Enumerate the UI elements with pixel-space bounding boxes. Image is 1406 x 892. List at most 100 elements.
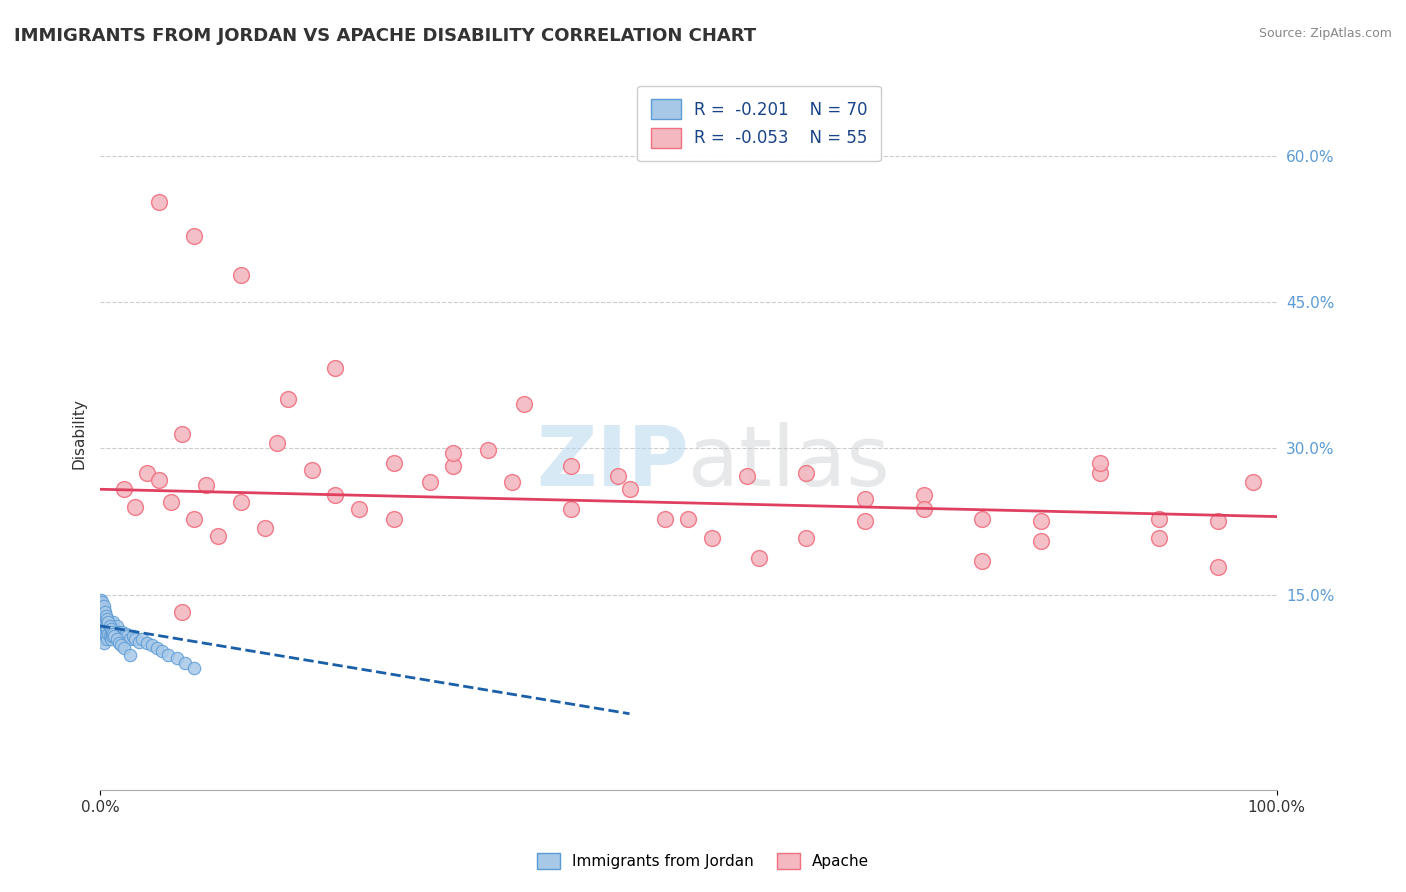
Point bbox=[794, 531, 817, 545]
Point bbox=[159, 495, 181, 509]
Point bbox=[94, 609, 117, 624]
Point bbox=[183, 228, 205, 243]
Point bbox=[97, 615, 120, 629]
Point bbox=[972, 511, 994, 525]
Point bbox=[912, 501, 935, 516]
Point bbox=[1088, 466, 1111, 480]
Point bbox=[108, 636, 131, 650]
Point bbox=[128, 634, 150, 648]
Point bbox=[301, 463, 323, 477]
Point bbox=[100, 632, 122, 646]
Point bbox=[115, 626, 138, 640]
Point bbox=[103, 629, 125, 643]
Point bbox=[105, 619, 128, 633]
Point bbox=[972, 553, 994, 567]
Point bbox=[266, 436, 288, 450]
Point bbox=[1206, 515, 1229, 529]
Point bbox=[112, 629, 135, 643]
Point bbox=[96, 632, 118, 646]
Point bbox=[91, 602, 114, 616]
Point bbox=[152, 644, 174, 658]
Point bbox=[1088, 456, 1111, 470]
Point bbox=[172, 605, 194, 619]
Point bbox=[145, 641, 167, 656]
Point bbox=[98, 629, 121, 643]
Point bbox=[110, 639, 132, 653]
Point bbox=[325, 488, 347, 502]
Point bbox=[91, 599, 114, 614]
Point bbox=[654, 511, 676, 525]
Point bbox=[1241, 475, 1264, 490]
Point bbox=[91, 595, 114, 609]
Point bbox=[98, 619, 121, 633]
Point bbox=[90, 626, 112, 640]
Point bbox=[1147, 511, 1170, 525]
Point bbox=[93, 599, 115, 614]
Point bbox=[94, 605, 117, 619]
Point bbox=[101, 624, 124, 639]
Point bbox=[382, 511, 405, 525]
Point bbox=[325, 361, 347, 376]
Point bbox=[114, 632, 136, 646]
Point bbox=[148, 195, 170, 210]
Point bbox=[94, 616, 117, 631]
Point bbox=[94, 626, 117, 640]
Point bbox=[118, 648, 141, 662]
Point bbox=[912, 488, 935, 502]
Point bbox=[96, 622, 118, 636]
Point bbox=[105, 632, 128, 646]
Point bbox=[101, 619, 124, 633]
Point bbox=[141, 639, 163, 653]
Point bbox=[136, 636, 159, 650]
Point bbox=[441, 446, 464, 460]
Point bbox=[111, 624, 134, 639]
Point bbox=[112, 483, 135, 497]
Point bbox=[172, 426, 194, 441]
Point bbox=[560, 458, 582, 473]
Point bbox=[183, 661, 205, 675]
Point bbox=[606, 468, 628, 483]
Point bbox=[124, 500, 146, 514]
Text: atlas: atlas bbox=[689, 422, 890, 502]
Point bbox=[1206, 560, 1229, 574]
Point bbox=[231, 268, 253, 282]
Point bbox=[93, 602, 115, 616]
Point bbox=[512, 397, 534, 411]
Point bbox=[124, 632, 146, 646]
Point bbox=[418, 475, 440, 490]
Point bbox=[108, 624, 131, 639]
Point bbox=[108, 626, 131, 640]
Point bbox=[93, 612, 115, 626]
Point bbox=[347, 501, 370, 516]
Point bbox=[207, 529, 229, 543]
Point bbox=[93, 636, 115, 650]
Point bbox=[157, 648, 180, 662]
Point bbox=[173, 656, 195, 670]
Point bbox=[115, 629, 138, 643]
Point bbox=[104, 624, 127, 639]
Point bbox=[131, 632, 153, 646]
Point bbox=[678, 511, 700, 525]
Point bbox=[136, 466, 159, 480]
Point bbox=[101, 624, 124, 639]
Point bbox=[253, 521, 276, 535]
Point bbox=[100, 622, 122, 636]
Point bbox=[1147, 531, 1170, 545]
Point bbox=[148, 473, 170, 487]
Point bbox=[277, 392, 299, 407]
Point bbox=[101, 615, 124, 629]
Point bbox=[101, 626, 124, 640]
Text: Source: ZipAtlas.com: Source: ZipAtlas.com bbox=[1258, 27, 1392, 40]
Point bbox=[97, 626, 120, 640]
Point bbox=[853, 491, 876, 506]
Point bbox=[853, 515, 876, 529]
Point bbox=[619, 483, 641, 497]
Point bbox=[94, 607, 117, 622]
Point bbox=[231, 495, 253, 509]
Point bbox=[441, 458, 464, 473]
Point bbox=[794, 466, 817, 480]
Point bbox=[122, 629, 145, 643]
Point bbox=[98, 619, 121, 633]
Point bbox=[1031, 515, 1053, 529]
Point bbox=[94, 619, 117, 633]
